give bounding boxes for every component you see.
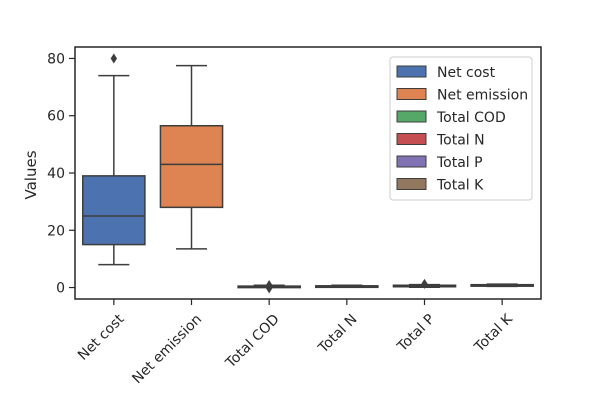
legend-label: Total COD bbox=[436, 110, 506, 126]
box-total-cod bbox=[237, 279, 301, 294]
box-net-emission bbox=[159, 64, 224, 250]
x-tick-label: Net emission bbox=[129, 311, 205, 387]
y-tick-label: 80 bbox=[47, 51, 65, 67]
legend-swatch bbox=[396, 155, 427, 168]
box-total-k bbox=[470, 283, 534, 288]
legend-label: Net cost bbox=[437, 65, 496, 81]
legend-label: Total N bbox=[436, 133, 485, 149]
x-tick-label: Net cost bbox=[75, 311, 128, 364]
outlier-marker bbox=[265, 279, 273, 290]
y-tick-label: 40 bbox=[47, 166, 65, 182]
x-tick-label: Total N bbox=[315, 311, 361, 357]
y-tick-label: 60 bbox=[47, 109, 65, 125]
box-total-p bbox=[392, 278, 457, 289]
y-tick-label: 20 bbox=[47, 223, 65, 239]
box-net-cost bbox=[82, 53, 146, 266]
legend-swatch bbox=[396, 65, 427, 78]
outlier-marker bbox=[421, 278, 428, 289]
x-tick-label: Total P bbox=[394, 311, 438, 355]
y-axis: 0 20 40 60 80 bbox=[47, 51, 75, 297]
legend-swatch bbox=[396, 110, 427, 123]
x-axis: Net cost Net emission Total COD Total N Tota… bbox=[75, 299, 516, 387]
legend-label: Total P bbox=[436, 155, 483, 171]
x-tick-label: Total K bbox=[471, 311, 516, 356]
legend-label: Net emission bbox=[437, 88, 528, 104]
boxes-layer bbox=[82, 53, 534, 294]
iqr-box bbox=[82, 175, 146, 246]
box-total-n bbox=[315, 284, 379, 289]
legend-swatch bbox=[396, 88, 427, 100]
legend-swatch bbox=[396, 178, 427, 190]
legend-label: Total K bbox=[436, 178, 484, 194]
outlier-marker bbox=[110, 53, 118, 64]
iqr-box bbox=[159, 125, 224, 209]
legend-swatch bbox=[396, 133, 427, 145]
legend: Net cost Net emission Total COD Total N Tota… bbox=[389, 56, 533, 201]
y-tick-label: 0 bbox=[56, 281, 65, 297]
y-axis-label: Values bbox=[22, 150, 40, 199]
x-tick-label: Total COD bbox=[222, 311, 283, 372]
